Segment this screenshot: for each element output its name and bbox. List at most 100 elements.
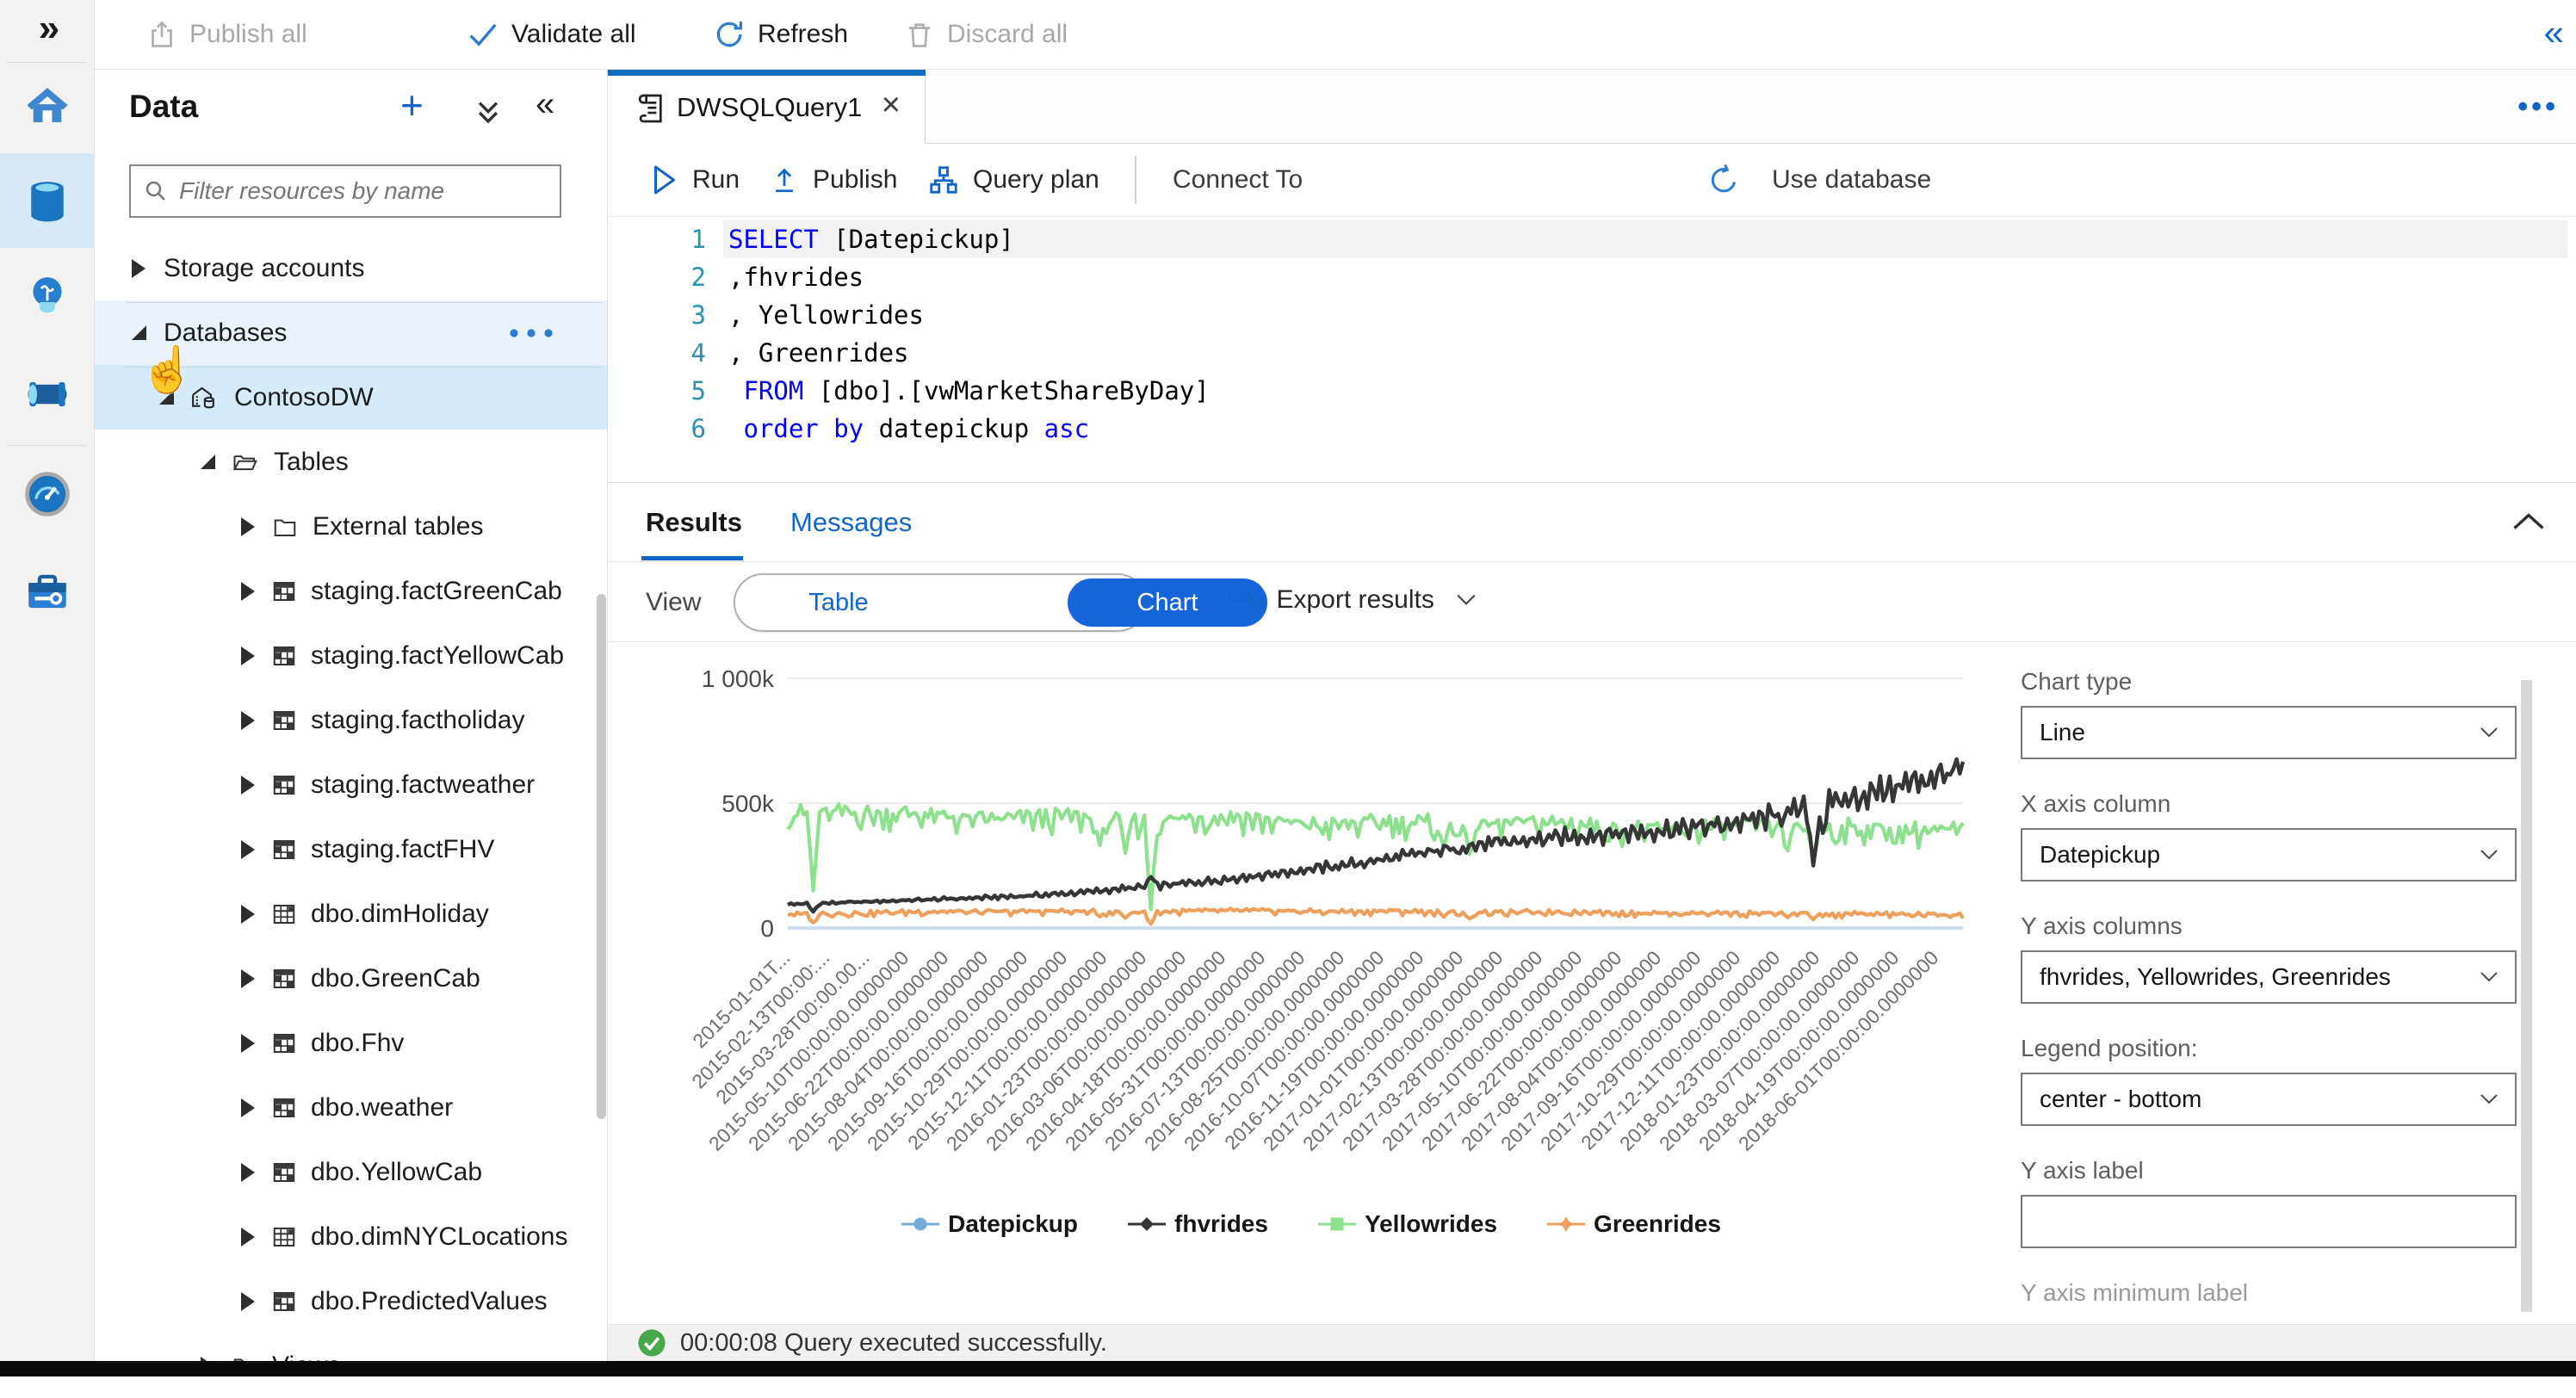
tree-item-staging-factfhv[interactable]: staging.factFHV [95,817,607,881]
query-plan-button[interactable]: Query plan [928,144,1099,216]
legend-marker-square-icon [1317,1216,1356,1233]
tree-item-dbo-weather[interactable]: dbo.weather [95,1075,607,1140]
chevron-collapsed-icon[interactable] [237,1227,259,1246]
collapse-panel-icon[interactable]: « [2543,12,2564,53]
tab-results[interactable]: Results [646,483,742,562]
dropdown-y-axis-columns[interactable]: fhvrides, Yellowrides, Greenrides [2021,950,2517,1004]
dropdown-chart-type[interactable]: Line [2021,706,2517,759]
validate-all-button[interactable]: Validate all [467,0,636,69]
chevron-collapsed-icon[interactable] [237,968,259,988]
toggle-table-button[interactable]: Table [808,589,869,616]
collapse-results-icon[interactable] [2511,510,2547,533]
tree-item-dbo-dimnyclocations[interactable]: dbo.dimNYCLocations [95,1204,607,1269]
tree-item-databases[interactable]: Databases [95,300,607,365]
connect-to-group: Connect To [1173,144,1303,216]
filter-resources-field[interactable] [129,164,561,218]
code-line-4[interactable]: 4 , Greenrides [608,334,2576,372]
table-icon [271,578,297,604]
folder-open-icon [231,449,260,475]
legend-item-datepickup[interactable]: Datepickup [901,1210,1078,1238]
dropdown-x-axis-column[interactable]: Datepickup [2021,828,2517,881]
chevron-collapsed-icon[interactable] [127,258,150,278]
code-line-3[interactable]: 3 , Yellowrides [608,296,2576,334]
discard-all-button[interactable]: Discard all [904,0,1068,69]
sidebar-item-home[interactable] [0,58,95,152]
refresh-button[interactable]: Refresh [620,0,848,69]
tree-item-external-tables[interactable]: External tables [95,494,607,559]
add-icon[interactable]: + [400,83,424,127]
field-label-y-axis-label: Y axis label [2021,1157,2144,1184]
chevron-double-down-icon[interactable] [474,97,503,128]
legend-item-yellowrides[interactable]: Yellowrides [1317,1210,1497,1238]
chevron-collapsed-icon[interactable] [237,1098,259,1117]
tab-messages[interactable]: Messages [790,483,912,562]
tree-item-staging-factyellowcab[interactable]: staging.factYellowCab [95,623,607,688]
sidebar-item-integrate[interactable] [0,347,95,442]
publish-button[interactable]: Publish [770,144,897,216]
tree-item-staging-factweather[interactable]: staging.factweather [95,752,607,817]
refresh-connection-button[interactable]: Use database [1706,144,1931,216]
chevron-collapsed-icon[interactable] [237,839,259,859]
trash-icon [904,19,935,50]
chevron-collapsed-icon[interactable] [237,775,259,795]
close-tab-icon[interactable]: × [881,87,901,123]
code-line-6[interactable]: 6 order by datepickup asc [608,410,2576,448]
sidebar-item-develop[interactable] [0,249,95,343]
code-line-5[interactable]: 5 FROM [dbo].[vwMarketShareByDay] [608,372,2576,410]
tree-item-dbo-dimholiday[interactable]: dbo.dimHoliday [95,881,607,946]
tab-title: DWSQLQuery1 [677,92,863,122]
legend-item-greenrides[interactable]: Greenrides [1547,1210,1721,1238]
publish-all-button[interactable]: Publish all [146,0,307,69]
tree-item-contosodw[interactable]: ContosoDW [95,365,607,430]
toolbox-icon [22,567,72,617]
tree-item-tables[interactable]: Tables [95,430,607,494]
tree-item-dbo-predictedvalues[interactable]: dbo.PredictedValues [95,1269,607,1333]
line-number: 5 [690,376,706,405]
tab-more-actions-icon[interactable]: ••• [2517,90,2559,123]
tree-item-dbo-yellowcab[interactable]: dbo.YellowCab [95,1140,607,1204]
chevron-expanded-icon[interactable] [155,390,177,405]
chevron-collapsed-icon[interactable] [237,710,259,730]
tree-scrollbar[interactable] [597,594,606,1119]
code-line-2[interactable]: 2 ,fhvrides [608,258,2576,296]
expand-rail-icon[interactable]: » [38,7,59,49]
more-actions-icon[interactable] [507,327,555,339]
export-results-button[interactable]: Export results [1224,585,1477,615]
tree-item-label: dbo.Fhv [311,1028,405,1057]
tabstrip-border [926,143,2576,144]
input-y-axis-label[interactable] [2021,1195,2517,1248]
top-action-bar: Publish all Validate all Refresh Discard… [95,0,2576,70]
chevron-collapsed-icon[interactable] [237,904,259,924]
chevron-collapsed-icon[interactable] [237,581,259,601]
y-axis-label-input[interactable] [2040,1208,2498,1235]
dropdown-legend-position-[interactable]: center - bottom [2021,1073,2517,1126]
tree-item-staging-factholiday[interactable]: staging.factholiday [95,688,607,752]
sidebar-item-monitor[interactable] [0,447,95,541]
tree-item-staging-factgreencab[interactable]: staging.factGreenCab [95,559,607,623]
sql-editor[interactable]: 1 SELECT [Datepickup] 2 ,fhvrides 3 , Yellowr… [608,217,2576,666]
tree-item-label: dbo.dimHoliday [311,899,489,928]
tree-item-dbo-fhv[interactable]: dbo.Fhv [95,1011,607,1075]
chevron-expanded-icon[interactable] [196,455,219,469]
filter-resources-input[interactable] [179,177,548,205]
chevron-expanded-icon[interactable] [127,325,150,340]
chevron-collapsed-icon[interactable] [237,517,259,536]
chevron-collapsed-icon[interactable] [237,646,259,665]
tree-item-dbo-greencab[interactable]: dbo.GreenCab [95,946,607,1011]
sidebar-item-manage[interactable] [0,545,95,640]
validate-all-label: Validate all [511,20,636,48]
legend-marker-circle-icon [901,1216,940,1233]
run-button[interactable]: Run [651,144,740,216]
tree-item-storage-accounts[interactable]: Storage accounts [95,236,607,300]
sidebar-item-data[interactable] [0,153,95,248]
chevron-collapsed-icon[interactable] [237,1291,259,1311]
collapse-sidebar-icon[interactable]: « [536,85,555,123]
view-label: View [646,588,702,616]
legend-item-fhvrides[interactable]: fhvrides [1128,1210,1268,1238]
chevron-collapsed-icon[interactable] [237,1162,259,1182]
chevron-collapsed-icon[interactable] [237,1033,259,1053]
tab-dwsqlquery1[interactable]: DWSQLQuery1 × [608,70,926,144]
toggle-chart-button[interactable]: Chart [1068,578,1267,627]
code-line-1[interactable]: 1 SELECT [Datepickup] [608,220,2576,258]
results-scrollbar[interactable] [2521,680,2532,1312]
